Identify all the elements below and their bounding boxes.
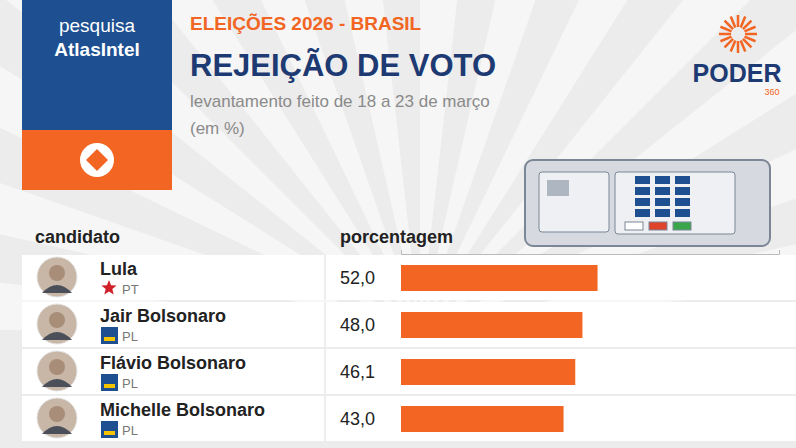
- source: pesquisaAtlasIntel: [54, 15, 140, 60]
- unit-note: (em %): [190, 119, 245, 138]
- logo-ray: [720, 37, 731, 42]
- category-label: Jair Bolsonaro: [100, 306, 226, 326]
- machine-key: [655, 187, 670, 195]
- logo-ray: [731, 16, 736, 27]
- photo-body: [42, 379, 72, 387]
- party-icon: [101, 280, 116, 294]
- tick: [401, 250, 402, 254]
- data-label: 46,1: [340, 362, 375, 382]
- machine-screen: [539, 172, 609, 232]
- logo-ray: [719, 33, 731, 36]
- category-label: Lula: [100, 259, 138, 279]
- voting-machine: [525, 160, 770, 246]
- party-icon-part: [104, 431, 115, 435]
- machine-key: [655, 176, 670, 184]
- party-label: PL: [122, 376, 138, 391]
- logo-ray: [744, 27, 755, 32]
- row-background: [22, 302, 796, 347]
- photo: [37, 257, 77, 297]
- supertitle: ELEIÇÕES 2026 - BRASIL: [190, 13, 422, 34]
- category-label: Flávio Bolsonaro: [100, 353, 246, 373]
- title: REJEIÇÃO DE VOTO: [190, 48, 496, 83]
- machine-button: [649, 222, 667, 230]
- party-icon-part: [104, 337, 115, 341]
- row-background: [22, 255, 796, 300]
- machine-body: [525, 160, 770, 246]
- machine-key: [635, 198, 650, 206]
- machine-key: [675, 198, 690, 206]
- party-icon-part: [104, 384, 115, 388]
- machine-key: [635, 187, 650, 195]
- chart: pesquisaAtlasIntel ELEIÇÕES 2026 - BRASIL…: [0, 0, 796, 448]
- row-divider: [325, 302, 326, 347]
- bar: [401, 265, 598, 291]
- photo-face: [49, 406, 65, 422]
- tick: [779, 250, 780, 254]
- logo-ray: [745, 33, 757, 36]
- logo-ray: [741, 40, 746, 51]
- photo: [37, 398, 77, 438]
- data-label: 48,0: [340, 315, 375, 335]
- photo-face: [49, 312, 65, 328]
- photo-body: [42, 285, 72, 293]
- photo-face: [49, 265, 65, 281]
- x-axis-title: porcentagem: [340, 227, 453, 247]
- row-divider: [325, 396, 326, 441]
- machine-key: [675, 187, 690, 195]
- photo: [37, 304, 77, 344]
- row-divider: [325, 349, 326, 394]
- party-icon: [101, 327, 118, 344]
- photo-face: [49, 359, 65, 375]
- logo-ray: [737, 15, 740, 27]
- source-box: [22, 0, 172, 130]
- party-icon: [101, 374, 118, 391]
- photo-body: [42, 332, 72, 340]
- machine-screen-part: [547, 180, 569, 196]
- party-label: PT: [122, 282, 139, 297]
- machine-button: [625, 222, 643, 230]
- photo: [37, 351, 77, 391]
- tick-mark: [401, 250, 402, 254]
- bar: [401, 359, 575, 385]
- axis-line: [402, 250, 780, 255]
- bar: [401, 406, 564, 432]
- row-background: [22, 396, 796, 441]
- rows: Lula PT 52,0 Jair Bolsonaro PL 48,0 Flávio Bol…: [22, 255, 796, 441]
- machine-key: [655, 198, 670, 206]
- machine-key: [675, 176, 690, 184]
- logo-ray: [737, 41, 740, 53]
- source-box-accent: [22, 130, 172, 190]
- machine-key: [635, 176, 650, 184]
- category-label: Michelle Bolsonaro: [100, 400, 265, 420]
- logo: PODER: [693, 59, 782, 87]
- y-axis-title: candidato: [35, 227, 120, 247]
- machine-key: [635, 209, 650, 217]
- party-label: PL: [122, 423, 138, 438]
- tick-mark: [779, 250, 780, 254]
- row-divider: [325, 255, 326, 300]
- data-label: 43,0: [340, 409, 375, 429]
- party-icon: [101, 421, 118, 438]
- data-label: 52,0: [340, 268, 375, 288]
- source-icon: [80, 143, 114, 177]
- machine-key: [655, 209, 670, 217]
- bar: [401, 312, 582, 338]
- subtitle: levantamento feito de 18 a 23 de março: [190, 92, 490, 111]
- party-label: PL: [122, 329, 138, 344]
- machine-panel: [615, 172, 735, 234]
- machine-key: [675, 209, 690, 217]
- photo-body: [42, 426, 72, 434]
- row-background: [22, 349, 796, 394]
- logo-sub: 360: [764, 87, 779, 97]
- bars: [401, 265, 598, 432]
- x-axis: [402, 250, 780, 255]
- source-icon: [86, 149, 108, 171]
- machine-button: [673, 222, 691, 230]
- rays: [0, 0, 796, 330]
- logo-icon: [719, 15, 757, 53]
